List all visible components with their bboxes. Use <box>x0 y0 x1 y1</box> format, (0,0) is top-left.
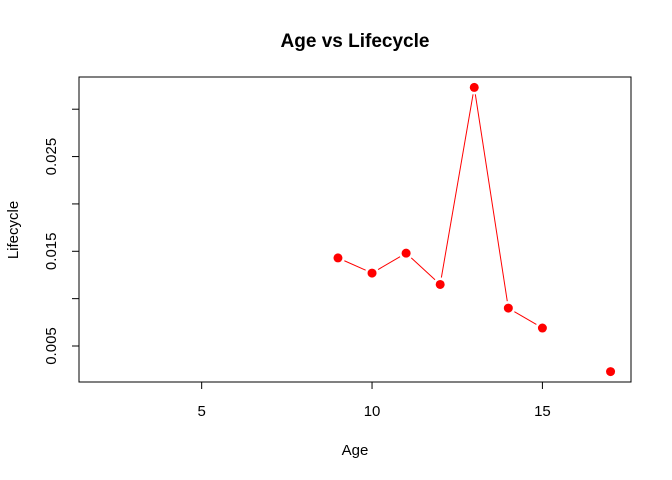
data-point <box>469 82 479 92</box>
series-segment <box>440 94 474 278</box>
data-point <box>401 248 411 258</box>
x-tick-label: 5 <box>197 403 205 420</box>
data-point <box>537 323 547 333</box>
series-segment <box>377 256 401 270</box>
y-tick-label: 0.005 <box>43 327 60 365</box>
y-tick-label: 0.025 <box>43 138 60 176</box>
data-point <box>606 367 616 377</box>
series-points <box>333 82 616 377</box>
y-tick-label: 0.015 <box>43 233 60 271</box>
series-lines <box>344 94 537 325</box>
series-segment <box>410 257 436 281</box>
data-point <box>435 279 445 289</box>
x-axis: 5 10 15 <box>197 381 551 420</box>
plot-frame <box>78 76 632 383</box>
chart-title: Age vs Lifecycle <box>281 31 430 52</box>
series-segment <box>344 260 366 271</box>
y-axis-label: Lifecycle <box>5 201 22 259</box>
data-point <box>333 253 343 263</box>
x-tick-label: 15 <box>534 403 551 420</box>
data-point <box>503 303 513 313</box>
x-axis-label: Age <box>342 442 369 459</box>
data-point <box>367 268 377 278</box>
series-segment <box>514 311 537 325</box>
y-axis: 0.005 0.015 0.025 <box>43 108 80 365</box>
x-tick-label: 10 <box>364 403 381 420</box>
series-segment <box>474 94 508 302</box>
